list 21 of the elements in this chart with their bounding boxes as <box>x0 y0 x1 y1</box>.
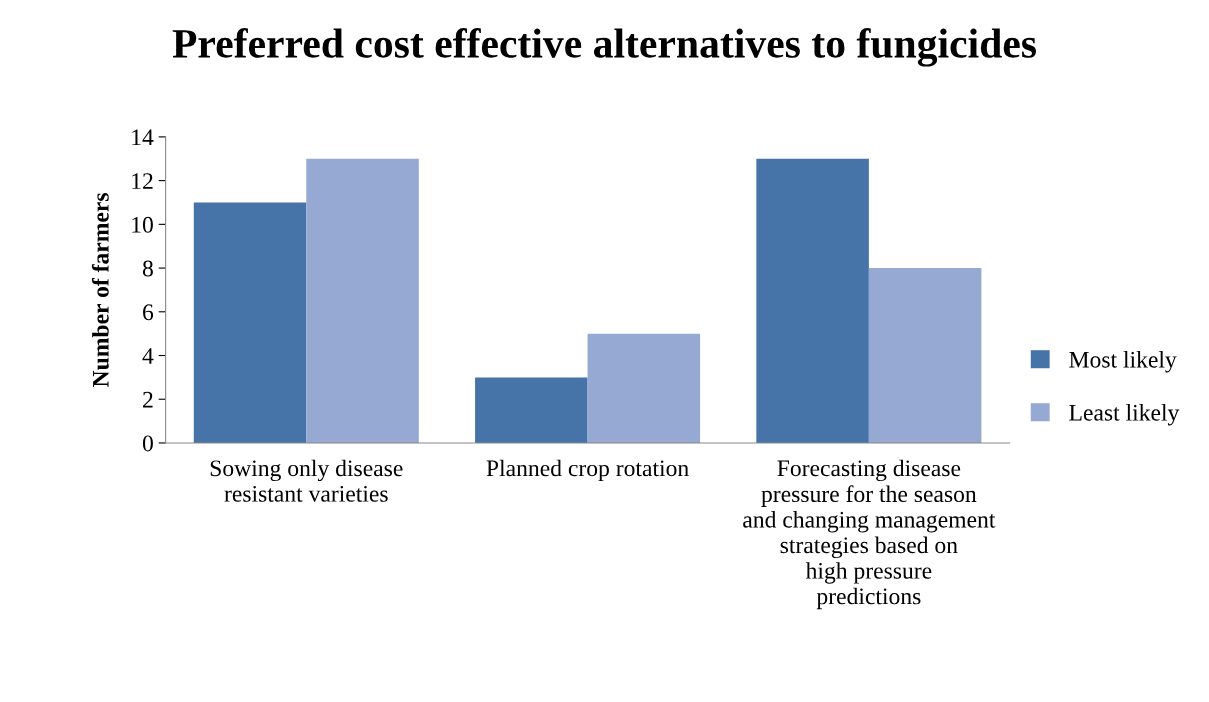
bar <box>306 158 419 443</box>
bar <box>587 333 701 443</box>
y-tick-label: 10 <box>132 216 153 233</box>
x-tick-label: Planned crop rotation <box>486 459 689 482</box>
y-axis-title: Number of farmers <box>91 193 109 387</box>
y-tick-label: 12 <box>132 173 153 189</box>
bar <box>756 158 869 443</box>
y-tick-label: 0 <box>142 435 153 452</box>
x-tick-label: Sowing only disease resistant varieties <box>210 459 403 502</box>
bar <box>475 377 588 443</box>
y-tick-label: 2 <box>143 391 153 408</box>
chart-title: Preferred cost effective alternatives to fungicides <box>172 28 1037 67</box>
y-tick-label: 8 <box>142 260 153 277</box>
x-tick-label: Forecasting disease pressure for the season and changing management strategies based on high pressure predictions <box>743 459 996 610</box>
legend-label: Least likely <box>1069 404 1180 426</box>
legend-label: Most likely <box>1069 351 1177 373</box>
bar <box>193 202 307 443</box>
y-tick-label: 6 <box>143 304 154 321</box>
bar <box>868 268 982 443</box>
y-tick-label: 4 <box>142 348 154 364</box>
y-tick-label: 14 <box>132 129 154 146</box>
